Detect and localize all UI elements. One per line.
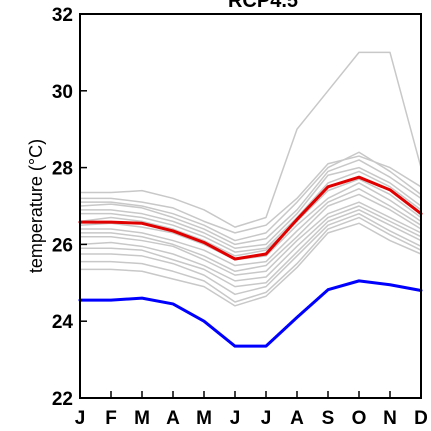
y-axis-label: temperature (°C) (26, 139, 46, 273)
plot-area-frame (79, 13, 422, 399)
ensemble-series-line-9 (79, 187, 422, 267)
y-axis-ticks: 22 24 26 28 30 32 (52, 5, 87, 410)
ensemble-series-line-7 (79, 178, 422, 257)
x-tick-label: S (322, 408, 335, 429)
x-tick-label: A (166, 408, 180, 429)
y-tick-label: 26 (52, 235, 73, 256)
x-tick-label: F (105, 408, 117, 429)
ensemble-series-line-14 (79, 212, 422, 296)
x-tick-label: J (261, 408, 272, 429)
highlight-series-line (78, 175, 423, 261)
ensemble-series-line-3 (79, 151, 422, 242)
ensemble-series-line-6 (79, 170, 422, 253)
y-tick-label: 28 (52, 159, 73, 180)
x-tick-label: O (352, 408, 367, 429)
x-tick-label: J (230, 408, 241, 429)
ensemble-series-line-15 (79, 216, 422, 303)
ensemble-series-line-5 (79, 166, 422, 249)
x-tick-label: A (290, 408, 304, 429)
x-tick-label: M (134, 408, 150, 429)
ensemble-series-line-11 (79, 201, 422, 276)
y-tick-label: 30 (52, 82, 73, 103)
chart-title: RCP4.5 (228, 0, 298, 12)
x-tick-label: M (196, 408, 212, 429)
y-tick-label: 24 (52, 312, 74, 333)
y-tick-label: 22 (52, 389, 73, 410)
ensemble-series-line-13 (79, 209, 422, 288)
x-tick-label: D (414, 408, 428, 429)
ensemble-series-line-2 (79, 155, 422, 234)
ensemble-series-line-10 (79, 193, 422, 273)
ensemble-lines-group (79, 51, 422, 307)
x-tick-label: N (383, 408, 397, 429)
ensemble-series-line-1 (79, 51, 422, 228)
ensemble-series-line-12 (79, 205, 422, 282)
baseline-series-line (78, 279, 423, 348)
highlight-lines-group (78, 175, 423, 348)
x-tick-label: J (75, 408, 86, 429)
ensemble-series-line-16 (79, 222, 422, 307)
ensemble-series-line-4 (79, 159, 422, 246)
y-tick-label: 32 (52, 5, 73, 26)
